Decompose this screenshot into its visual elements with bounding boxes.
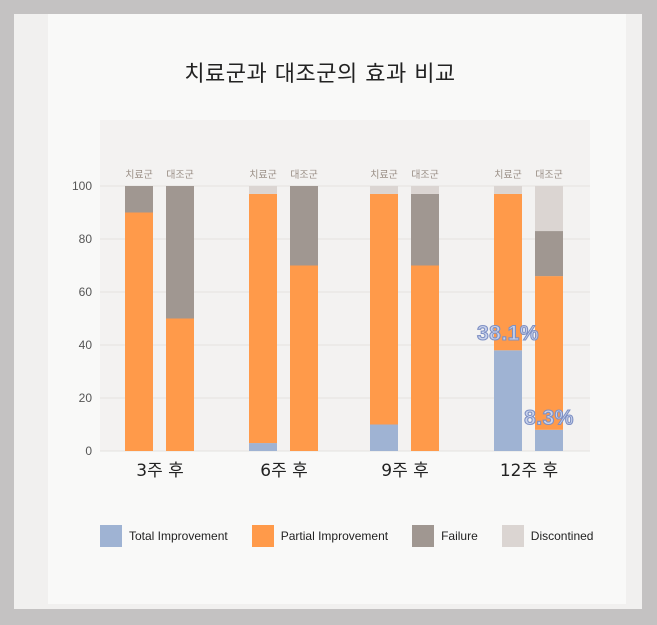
bar-segment [166, 318, 194, 451]
bar-label: 대조군 [290, 169, 318, 181]
bar-segment [125, 212, 153, 451]
x-tick-label: 6주 후 [260, 461, 308, 481]
bar-segment [535, 231, 563, 277]
legend-label: Total Improvement [129, 529, 228, 543]
bar-segment [290, 186, 318, 266]
bar-label: 치료군 [370, 169, 398, 181]
y-tick-label: 20 [79, 391, 93, 405]
bar-segment [125, 186, 153, 213]
bar-segment [411, 193, 439, 266]
bar-segment [494, 350, 522, 451]
data-annotation: 8.3% [524, 407, 574, 430]
y-tick-label: 40 [79, 338, 93, 352]
bar-label: 치료군 [494, 169, 522, 181]
bar-segment [249, 186, 277, 194]
legend-label: Discontined [530, 529, 594, 543]
legend-item: Partial Improvement [251, 525, 389, 547]
bar-label: 대조군 [411, 169, 439, 181]
legend-swatch [412, 525, 435, 547]
bar-label: 대조군 [166, 169, 194, 181]
chart-legend: Total Improvement Partial Improvement Fail… [100, 524, 617, 548]
bar-segment [249, 443, 277, 451]
bar-segment [494, 193, 522, 351]
bar-label: 치료군 [125, 169, 153, 181]
legend-item: Total Improvement [100, 525, 228, 547]
bar-segment [494, 186, 522, 194]
y-tick-label: 60 [79, 285, 93, 299]
data-annotation: 38.1% [477, 322, 539, 345]
bar-segment [411, 265, 439, 451]
legend-swatch [501, 525, 524, 547]
bar-segment [535, 429, 563, 451]
bar-segment [290, 265, 318, 451]
bar-segment [166, 186, 194, 319]
legend-item: Discontined [501, 525, 594, 547]
legend-label: Failure [441, 529, 478, 543]
x-tick-label: 12주 후 [500, 461, 558, 481]
legend-swatch [100, 525, 122, 547]
legend-swatch [251, 525, 274, 547]
chart-title: 치료군과 대조군의 효과 비교 [184, 62, 456, 87]
bar-label: 대조군 [535, 169, 563, 181]
y-tick-label: 100 [72, 179, 92, 193]
x-tick-label: 9주 후 [381, 461, 429, 481]
bar-segment [535, 276, 563, 430]
y-tick-label: 80 [79, 232, 93, 246]
x-tick-label: 3주 후 [136, 461, 184, 481]
y-tick-label: 0 [85, 444, 92, 458]
legend-label: Partial Improvement [280, 529, 389, 543]
bar-segment [411, 186, 439, 194]
bar-segment [535, 186, 563, 232]
bar-segment [370, 186, 398, 194]
legend-item: Failure [412, 525, 478, 547]
bar-label: 치료군 [249, 169, 277, 181]
bar-segment [370, 193, 398, 425]
bar-segment [370, 424, 398, 451]
bar-segment [249, 193, 277, 444]
